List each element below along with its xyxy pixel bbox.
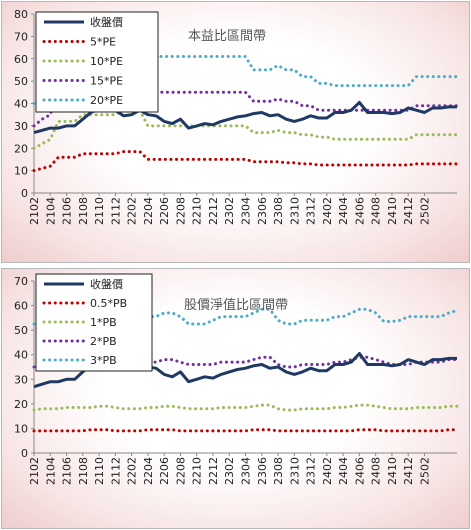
x-tick-label: 2212: [207, 197, 220, 225]
x-tick-label: 2204: [142, 197, 155, 225]
y-tick-label: 20: [14, 142, 28, 155]
x-tick-label: 2310: [288, 197, 301, 225]
x-tick-label: 2210: [191, 457, 204, 485]
y-tick-label: 0: [21, 187, 28, 200]
x-tick-label: 2210: [191, 197, 204, 225]
x-tick-label: 2204: [142, 457, 155, 485]
x-tick-label: 2104: [44, 197, 57, 225]
y-tick-label: 40: [14, 98, 28, 111]
x-tick-label: 2102: [28, 197, 41, 225]
x-tick-label: 2502: [418, 457, 431, 485]
x-tick-label: 2304: [240, 457, 253, 485]
x-tick-label: 2108: [77, 457, 90, 485]
x-tick-label: 2404: [337, 197, 350, 225]
legend: 收盤價 5*PE 10*PE 15*PE 20*PE: [35, 11, 159, 113]
y-tick-label: 30: [14, 373, 28, 386]
x-tick-label: 2412: [402, 197, 415, 225]
legend-label-3: 2*PB: [90, 335, 117, 348]
x-tick-label: 2104: [44, 457, 57, 485]
x-tick-label: 2212: [207, 457, 220, 485]
y-tick-label: 50: [14, 75, 28, 88]
x-tick-label: 2110: [93, 197, 106, 225]
y-tick-label: 60: [14, 53, 28, 66]
x-tick-label: 2408: [370, 197, 383, 225]
chart-title: 本益比區間帶: [188, 29, 266, 44]
x-tick-label: 2404: [337, 457, 350, 485]
x-tick-label: 2208: [174, 197, 187, 225]
pb-band-chart-panel: 0 10 20 30 40 50 60 70 2102 2104 2106 2108 2110 2112 2…: [1, 268, 470, 529]
legend-label-1: 0.5*PB: [90, 297, 127, 310]
x-tick-label: 2108: [77, 197, 90, 225]
x-tick-label: 2410: [386, 197, 399, 225]
x-tick-label: 2206: [158, 197, 171, 225]
x-tick-label: 2302: [223, 197, 236, 225]
x-tick-label: 2112: [109, 197, 122, 225]
x-tick-label: 2410: [386, 457, 399, 485]
pe-band-chart: 0 10 20 30 40 50 60 70 80 2102 2104 2106 2108 2110 211…: [14, 8, 459, 225]
legend: 收盤價 0.5*PB 1*PB 2*PB 3*PB: [35, 273, 153, 372]
y-tick-label: 80: [14, 8, 28, 21]
y-tick-label: 20: [14, 398, 28, 411]
x-tick-label: 2502: [418, 197, 431, 225]
y-tick-label: 70: [14, 30, 28, 43]
y-tick-label: 0: [21, 447, 28, 460]
series-line-1: [32, 150, 459, 173]
x-tick-label: 2208: [174, 457, 187, 485]
x-tick-label: 2406: [353, 457, 366, 485]
x-tick-label: 2408: [370, 457, 383, 485]
y-tick-label: 50: [14, 324, 28, 337]
x-tick-label: 2202: [126, 197, 139, 225]
x-tick-label: 2202: [126, 457, 139, 485]
x-tick-label: 2102: [28, 457, 41, 485]
x-tick-label: 2302: [223, 457, 236, 485]
series-line-4: [32, 23, 459, 105]
x-tick-label: 2106: [61, 197, 74, 225]
x-tick-label: 2312: [305, 197, 318, 225]
legend-label-1: 5*PE: [90, 36, 116, 49]
x-tick-label: 2110: [93, 457, 106, 485]
y-tick-label: 70: [14, 275, 28, 288]
chart-title: 股價淨值比區間帶: [184, 297, 288, 313]
y-tick-label: 10: [14, 422, 28, 435]
x-tick-label: 2402: [321, 197, 334, 225]
x-tick-label: 2406: [353, 197, 366, 225]
pb-band-chart: 0 10 20 30 40 50 60 70 2102 2104 2106 2108 2110 2112 2…: [14, 273, 459, 485]
legend-label-2: 1*PB: [90, 316, 117, 329]
x-tick-label: 2412: [402, 457, 415, 485]
x-tick-label: 2310: [288, 457, 301, 485]
series-line-1: [32, 428, 459, 433]
y-tick-label: 60: [14, 300, 28, 313]
x-tick-label: 2306: [256, 197, 269, 225]
x-tick-label: 2206: [158, 457, 171, 485]
y-tick-label: 30: [14, 120, 28, 133]
y-tick-label: 40: [14, 349, 28, 362]
x-tick-label: 2106: [61, 457, 74, 485]
legend-label-4: 20*PE: [90, 94, 123, 107]
legend-label-0: 收盤價: [90, 277, 123, 291]
x-tick-label: 2306: [256, 457, 269, 485]
series-line-2: [32, 403, 459, 412]
legend-label-4: 3*PB: [90, 354, 117, 367]
x-tick-label: 2112: [109, 457, 122, 485]
pe-band-chart-panel: 0 10 20 30 40 50 60 70 80 2102 2104 2106 2108 2110 211…: [1, 1, 470, 263]
legend-label-2: 10*PE: [90, 55, 123, 68]
legend-label-0: 收盤價: [90, 15, 123, 29]
x-tick-label: 2308: [272, 457, 285, 485]
x-tick-label: 2304: [240, 197, 253, 225]
x-tick-label: 2312: [305, 457, 318, 485]
x-tick-label: 2308: [272, 197, 285, 225]
y-tick-label: 10: [14, 165, 28, 178]
x-tick-label: 2402: [321, 457, 334, 485]
legend-label-3: 15*PE: [90, 75, 123, 88]
